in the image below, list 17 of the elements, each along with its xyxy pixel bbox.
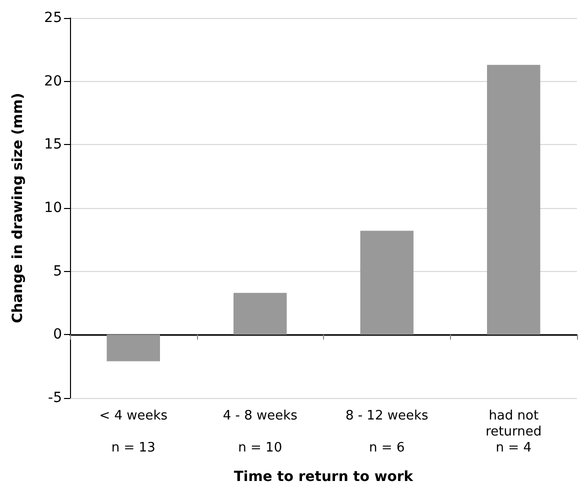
bar <box>487 64 540 335</box>
y-tick-label: 5 <box>53 263 62 280</box>
y-axis-title: Change in drawing size (mm) <box>10 92 26 324</box>
y-tick-label: -5 <box>48 390 62 406</box>
x-axis-title: Time to return to work <box>234 469 414 485</box>
category-label: 4 - 8 weeks n = 10 <box>222 408 298 456</box>
y-tick-label: 10 <box>44 200 62 216</box>
x-tick-label: had not returned n = 4 <box>486 408 542 456</box>
bar <box>360 230 414 335</box>
category-label: 8 - 12 weeks n = 6 <box>345 408 428 456</box>
category-label: < 4 weeks n = 13 <box>99 408 168 456</box>
y-tick-label: 25 <box>44 10 62 26</box>
y-tick-label: 20 <box>44 73 62 90</box>
y-tick-label: 0 <box>53 326 62 343</box>
y-tick-label: 15 <box>44 136 62 153</box>
bar <box>106 334 160 362</box>
bar <box>234 292 287 335</box>
